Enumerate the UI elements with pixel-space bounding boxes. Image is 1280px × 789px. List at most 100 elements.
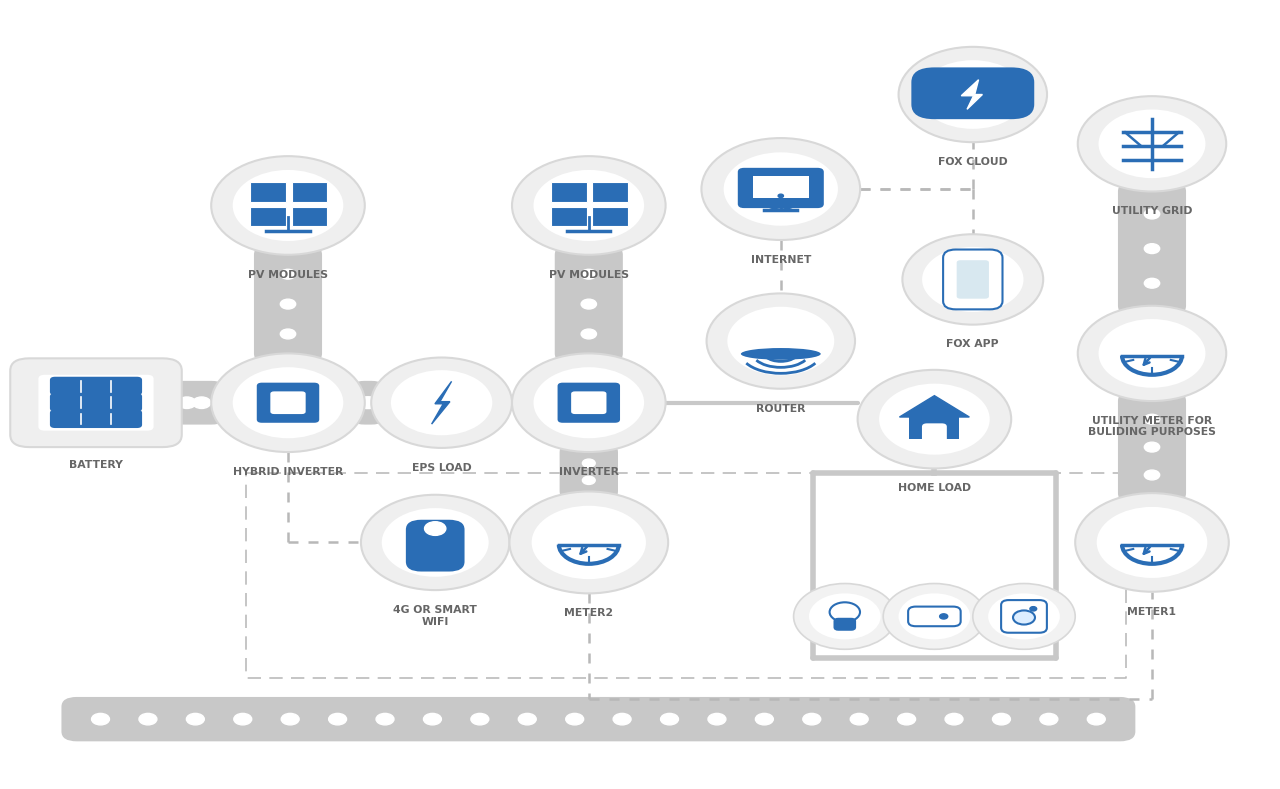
Circle shape <box>778 194 783 197</box>
Circle shape <box>899 47 1047 142</box>
Circle shape <box>471 713 489 725</box>
FancyBboxPatch shape <box>552 182 588 202</box>
FancyBboxPatch shape <box>50 393 142 412</box>
FancyBboxPatch shape <box>558 383 620 423</box>
Circle shape <box>1098 110 1206 178</box>
Circle shape <box>518 713 536 725</box>
Circle shape <box>1144 279 1160 288</box>
Circle shape <box>280 269 296 279</box>
Text: FOX CLOUD: FOX CLOUD <box>938 157 1007 167</box>
Circle shape <box>280 299 296 309</box>
Circle shape <box>581 329 596 339</box>
Circle shape <box>723 152 838 226</box>
Circle shape <box>613 713 631 725</box>
Circle shape <box>992 713 1010 725</box>
FancyBboxPatch shape <box>943 249 1002 309</box>
Polygon shape <box>961 80 983 110</box>
Circle shape <box>424 713 442 725</box>
Circle shape <box>1012 611 1036 625</box>
FancyBboxPatch shape <box>270 391 306 414</box>
FancyBboxPatch shape <box>38 375 154 431</box>
FancyBboxPatch shape <box>593 182 628 202</box>
Circle shape <box>707 294 855 389</box>
FancyBboxPatch shape <box>956 260 989 299</box>
Text: INTERNET: INTERNET <box>750 255 812 265</box>
FancyBboxPatch shape <box>257 383 319 423</box>
Circle shape <box>178 397 196 409</box>
Circle shape <box>234 713 252 725</box>
FancyBboxPatch shape <box>737 168 824 208</box>
Circle shape <box>193 397 211 409</box>
Circle shape <box>850 713 868 725</box>
Text: FOX APP: FOX APP <box>946 339 1000 350</box>
FancyBboxPatch shape <box>1001 600 1047 633</box>
FancyBboxPatch shape <box>253 245 323 364</box>
Circle shape <box>512 353 666 452</box>
Polygon shape <box>900 395 969 417</box>
Circle shape <box>794 584 896 649</box>
FancyBboxPatch shape <box>1117 181 1187 316</box>
Circle shape <box>883 584 986 649</box>
Circle shape <box>727 307 835 376</box>
Text: METER2: METER2 <box>564 608 613 619</box>
FancyBboxPatch shape <box>292 182 328 202</box>
Circle shape <box>922 247 1024 312</box>
Text: UTILITY METER FOR
BULIDING PURPOSES: UTILITY METER FOR BULIDING PURPOSES <box>1088 416 1216 437</box>
Circle shape <box>233 170 343 241</box>
Circle shape <box>581 269 596 279</box>
Circle shape <box>371 357 512 448</box>
FancyBboxPatch shape <box>251 207 287 226</box>
Circle shape <box>1098 319 1206 387</box>
Circle shape <box>187 713 205 725</box>
Circle shape <box>329 713 347 725</box>
Circle shape <box>1144 414 1160 424</box>
Circle shape <box>566 713 584 725</box>
Circle shape <box>1078 306 1226 401</box>
FancyBboxPatch shape <box>146 381 228 424</box>
Circle shape <box>1039 713 1057 725</box>
Text: HYBRID INVERTER: HYBRID INVERTER <box>233 467 343 477</box>
Circle shape <box>211 156 365 255</box>
FancyBboxPatch shape <box>559 443 618 500</box>
Circle shape <box>708 713 726 725</box>
Circle shape <box>919 60 1027 129</box>
Circle shape <box>233 367 343 438</box>
Circle shape <box>376 713 394 725</box>
Circle shape <box>755 713 773 725</box>
Circle shape <box>357 397 375 409</box>
Circle shape <box>899 593 970 639</box>
FancyBboxPatch shape <box>50 409 142 428</box>
FancyBboxPatch shape <box>922 424 947 445</box>
Circle shape <box>582 477 595 484</box>
Circle shape <box>390 370 493 436</box>
Circle shape <box>902 234 1043 324</box>
Circle shape <box>897 713 915 725</box>
Circle shape <box>581 299 596 309</box>
Text: BATTERY: BATTERY <box>69 460 123 470</box>
Text: 4G OR SMART
WIFI: 4G OR SMART WIFI <box>393 605 477 626</box>
Text: PV MODULES: PV MODULES <box>248 270 328 279</box>
Text: HOME LOAD: HOME LOAD <box>897 484 972 493</box>
Circle shape <box>1078 96 1226 192</box>
Circle shape <box>381 508 489 577</box>
Circle shape <box>534 170 644 241</box>
FancyBboxPatch shape <box>552 207 588 226</box>
Circle shape <box>1144 209 1160 219</box>
FancyBboxPatch shape <box>835 619 855 630</box>
Circle shape <box>879 383 989 454</box>
FancyBboxPatch shape <box>10 358 182 447</box>
Circle shape <box>163 397 180 409</box>
Circle shape <box>970 74 1002 95</box>
Circle shape <box>534 367 644 438</box>
Circle shape <box>1144 470 1160 480</box>
Text: METER1: METER1 <box>1128 607 1176 616</box>
FancyBboxPatch shape <box>593 207 628 226</box>
Circle shape <box>211 353 365 452</box>
Circle shape <box>1097 507 1207 578</box>
Circle shape <box>509 492 668 593</box>
Circle shape <box>956 73 982 89</box>
Circle shape <box>858 370 1011 469</box>
Circle shape <box>701 138 860 240</box>
FancyBboxPatch shape <box>554 245 623 364</box>
FancyBboxPatch shape <box>908 607 961 626</box>
